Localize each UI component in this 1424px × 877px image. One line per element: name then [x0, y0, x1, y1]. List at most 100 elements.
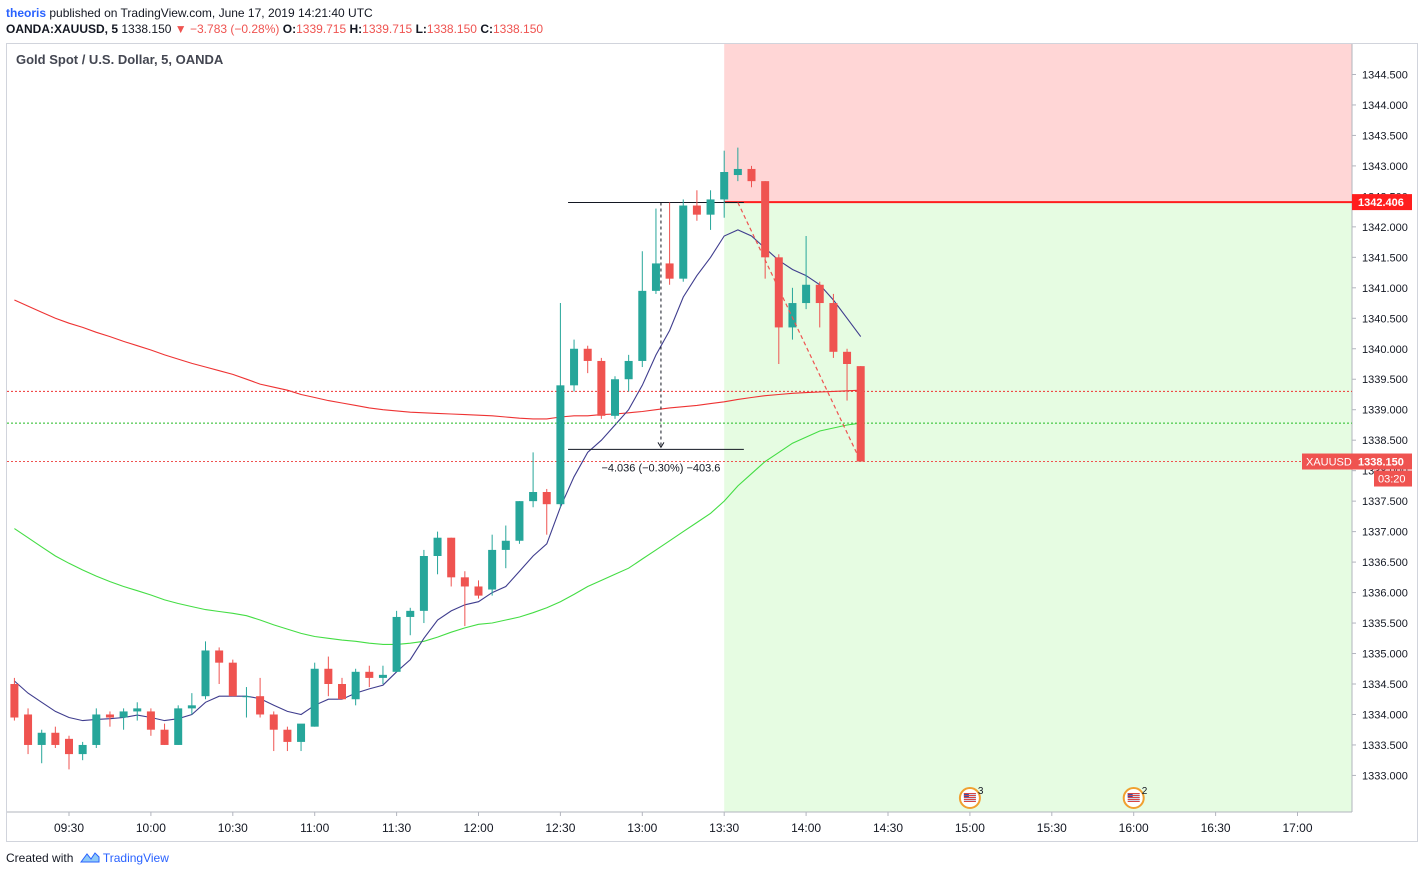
y-tick-label: 1341.000 [1362, 283, 1408, 295]
candle-body [774, 257, 783, 328]
close-label: C: [480, 22, 493, 36]
symbol-tag [1302, 453, 1352, 470]
y-tick-label: 1334.500 [1362, 679, 1408, 691]
candle-body [542, 492, 551, 505]
candle-body [611, 379, 619, 416]
x-tick-label: 15:00 [955, 821, 985, 835]
candle-body [160, 729, 169, 745]
close-value: 1338.150 [492, 22, 544, 36]
x-tick-label: 15:30 [1037, 821, 1067, 835]
candle-body [24, 714, 33, 745]
change-down-icon: ▼ [174, 22, 187, 36]
measure-arrow-icon [657, 442, 665, 449]
chart-title: Gold Spot / U.S. Dollar, 5, OANDA [16, 52, 224, 67]
candle-body [583, 348, 592, 361]
x-tick-label: 17:00 [1282, 821, 1312, 835]
y-tick-label: 1336.000 [1362, 588, 1408, 600]
candle-body [747, 168, 756, 182]
event-count: 2 [1142, 786, 1148, 797]
candle-body [297, 723, 306, 742]
candle-body [515, 501, 524, 541]
stop-zone [724, 44, 1352, 203]
low-value: 1338.150 [426, 22, 477, 36]
y-tick-label: 1341.500 [1362, 252, 1408, 264]
candle-body [474, 586, 483, 596]
y-tick-label: 1335.500 [1362, 618, 1408, 630]
x-tick-label: 14:30 [873, 821, 903, 835]
candle-body [460, 577, 469, 587]
open-label: O: [282, 22, 297, 36]
sma-red-line [14, 299, 861, 420]
candle-body [119, 711, 128, 718]
chart-header: theoris published on TradingView.com, Ju… [6, 5, 543, 37]
high-value: 1339.715 [362, 22, 413, 36]
candle-body [283, 729, 292, 742]
candle-body [624, 360, 633, 380]
y-tick-label: 1340.500 [1362, 313, 1408, 325]
candle-body [802, 284, 811, 304]
y-tick-label: 1343.500 [1362, 130, 1408, 142]
high-label: H: [349, 22, 363, 36]
candle-body [324, 668, 333, 684]
candle-body [174, 708, 183, 745]
candle-body [65, 738, 73, 755]
candle-body [256, 696, 265, 715]
candle-body [187, 705, 196, 709]
candle-body [733, 168, 742, 176]
candle-body [638, 290, 647, 361]
candle-body [215, 650, 224, 663]
candle-body [92, 714, 101, 745]
y-tick-label: 1343.000 [1362, 161, 1408, 173]
ema-slow-line [14, 422, 861, 645]
y-tick-label: 1337.500 [1362, 496, 1408, 508]
candle-body [146, 711, 155, 730]
tradingview-logo-icon [79, 852, 100, 863]
created-with-text: Created with [6, 851, 74, 865]
candle-body [788, 303, 797, 328]
candle-body [242, 696, 251, 698]
candle-body [856, 366, 865, 462]
last-price-tag [1352, 453, 1412, 470]
y-tick-label: 1333.500 [1362, 740, 1408, 752]
candle-body [556, 385, 565, 505]
tradingview-brand[interactable]: TradingView [102, 851, 169, 865]
candle-body [488, 549, 497, 590]
ohlc-line: OANDA:XAUUSD, 5 1338.150 ▼ −3.783 (−0.28… [6, 21, 543, 37]
y-tick-label: 1338.500 [1362, 435, 1408, 447]
symbol-tag-label: XAUUSD [1306, 457, 1352, 469]
y-tick-label: 1333.000 [1362, 770, 1408, 782]
chart-frame[interactable] [6, 43, 1418, 842]
y-tick-label: 1336.500 [1362, 557, 1408, 569]
candle-body [761, 181, 770, 258]
candle-body [665, 263, 674, 279]
candle-body [10, 684, 19, 718]
last-price: 1338.150 [121, 22, 172, 36]
published-text: published on TradingView.com, June 17, 2… [49, 6, 373, 20]
candle-body [392, 616, 401, 672]
candle-body [597, 360, 606, 416]
candle-body [228, 662, 237, 697]
author-link[interactable]: theoris [6, 6, 47, 20]
target-zone [724, 202, 1352, 812]
candle-body [133, 708, 142, 712]
candle-body [651, 263, 660, 291]
candle-body [433, 537, 442, 556]
candle-body [679, 205, 688, 279]
candle-body [419, 556, 428, 611]
candle-body [51, 732, 60, 745]
candle-body [378, 674, 387, 678]
y-tick-label: 1339.000 [1362, 405, 1408, 417]
measure-label: −4.036 (−0.30%) −403.6 [601, 462, 720, 474]
candle-body [269, 714, 278, 730]
candle-body [310, 668, 319, 727]
candle-body [406, 610, 415, 617]
candle-body [692, 205, 701, 215]
x-tick-label: 13:00 [627, 821, 657, 835]
candle-body [365, 671, 374, 678]
x-tick-label: 11:00 [300, 821, 329, 835]
candle-body [829, 303, 838, 352]
x-tick-label: 10:00 [136, 821, 166, 835]
stop-price-label: 1342.406 [1358, 197, 1404, 209]
low-label: L: [415, 22, 427, 36]
